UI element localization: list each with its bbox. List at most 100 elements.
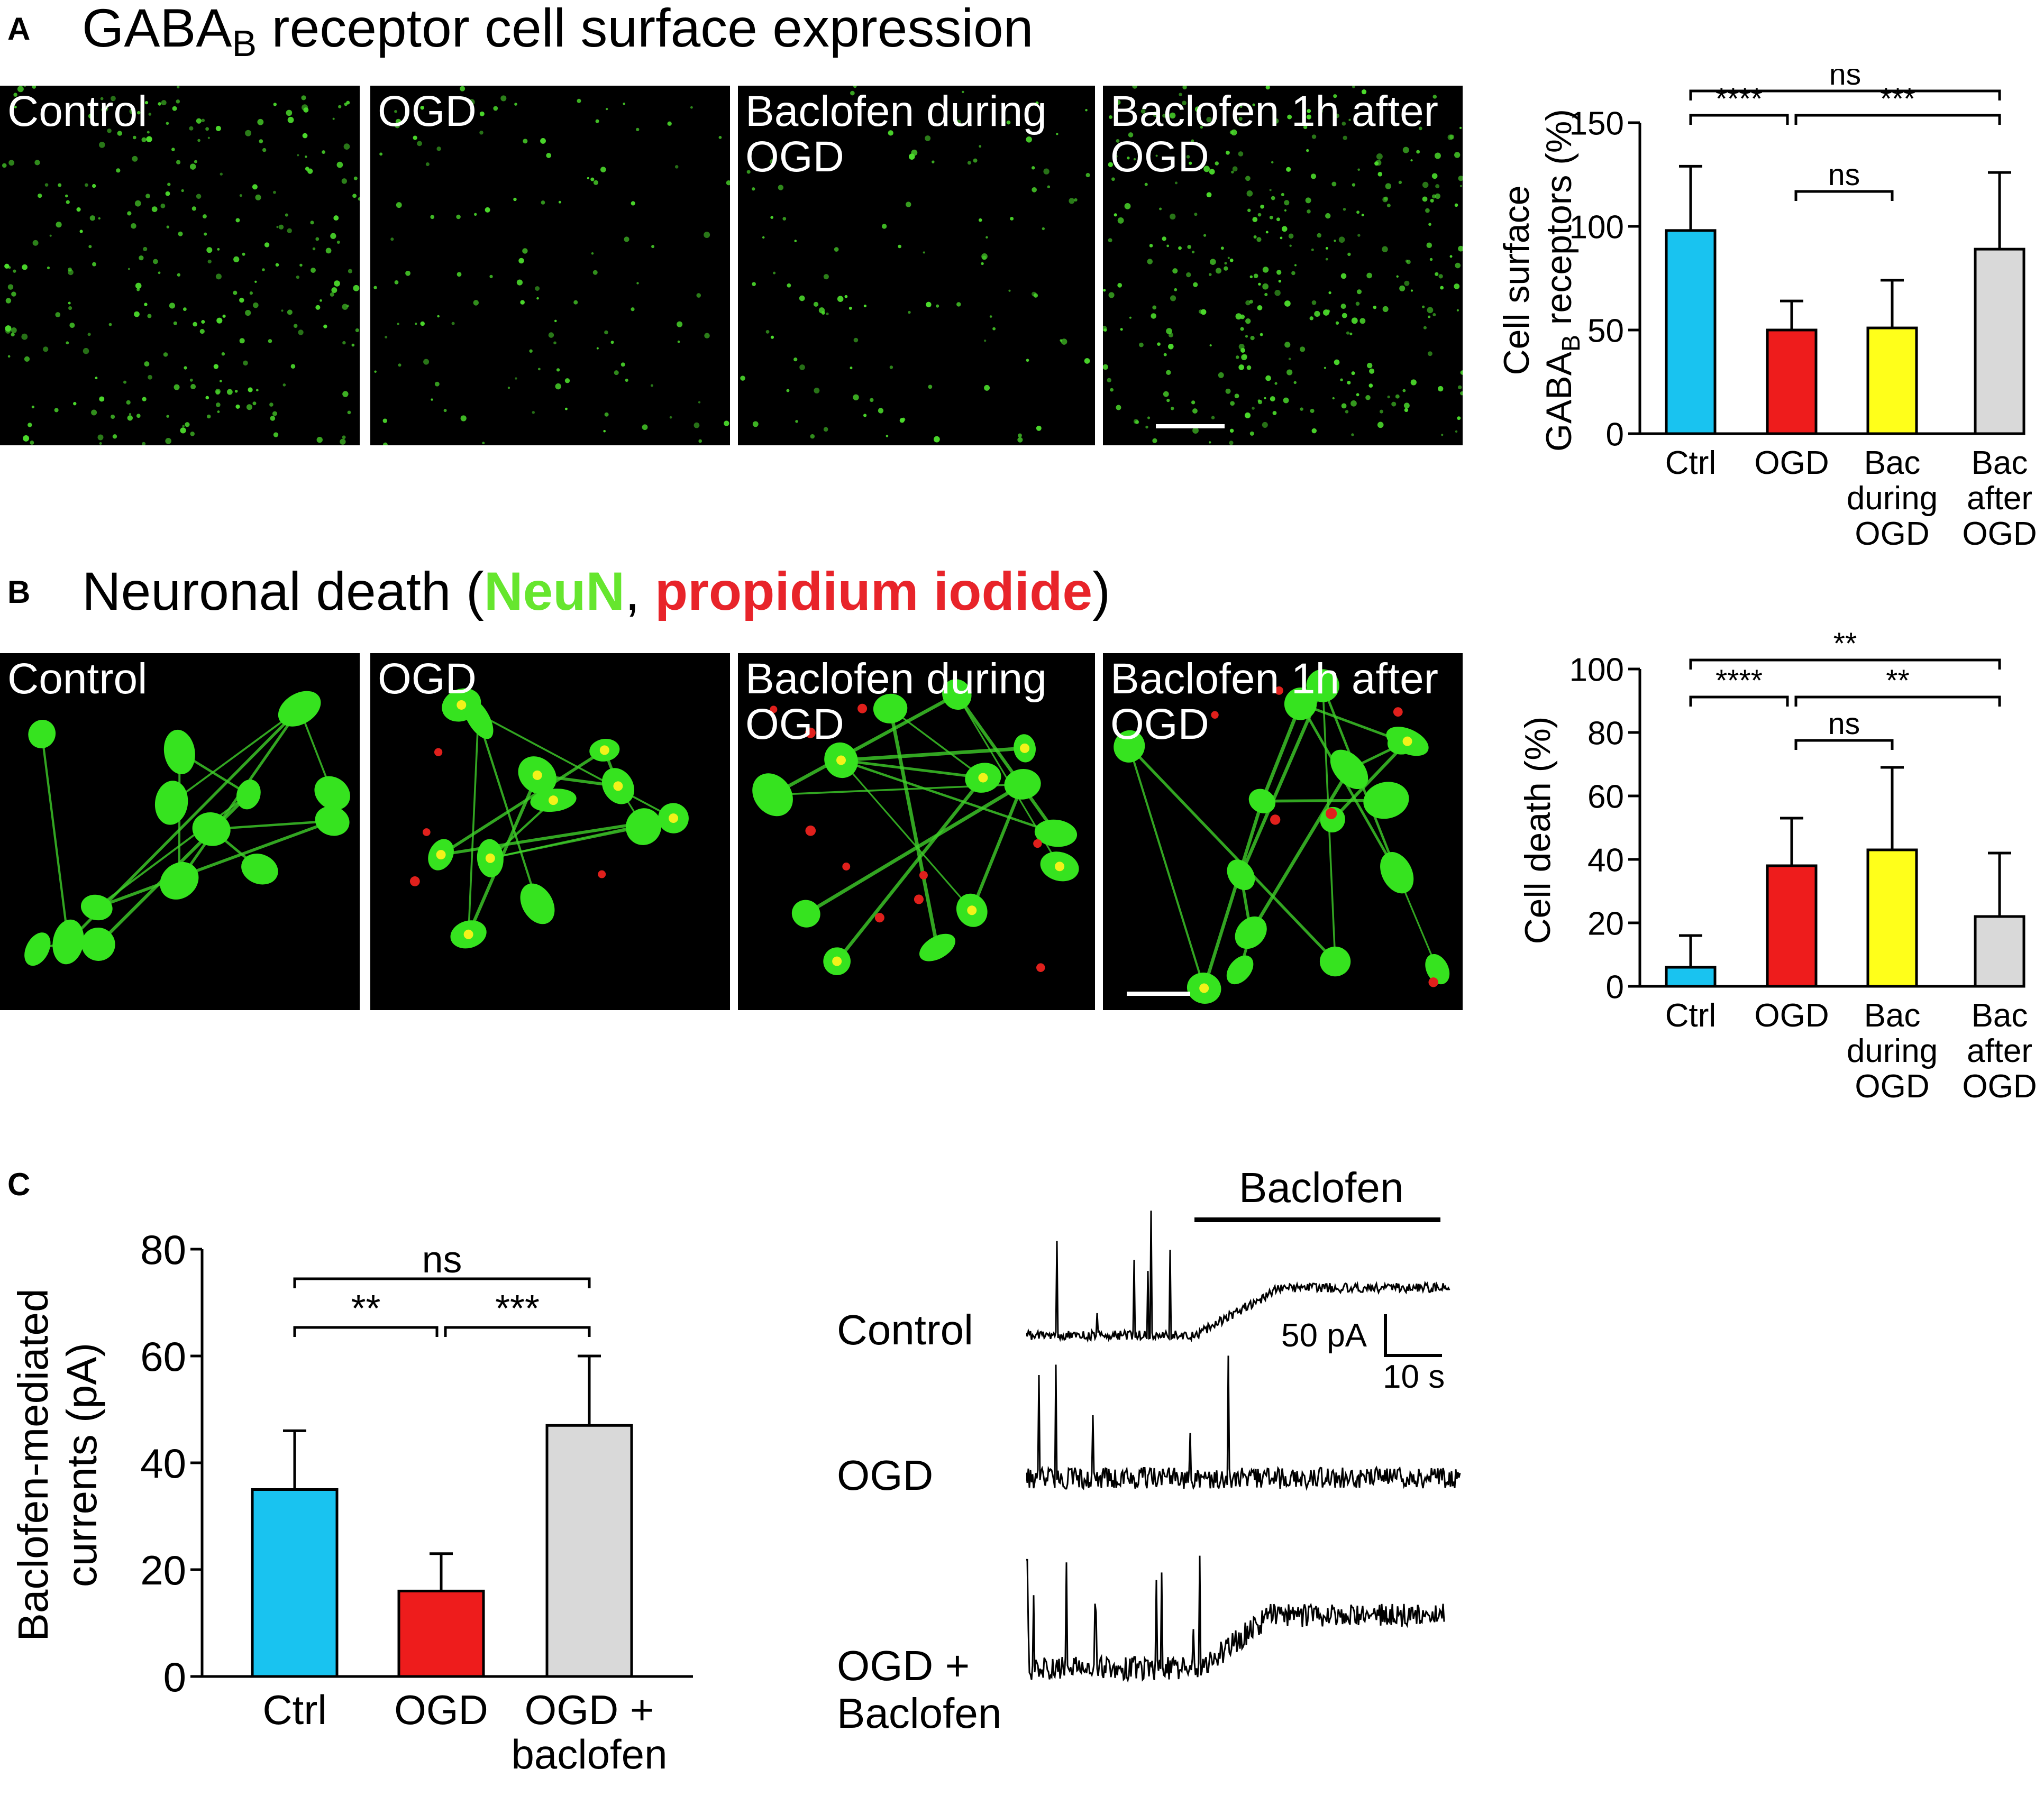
puncta-dot [1346,331,1350,335]
puncta-dot [1114,154,1118,158]
puncta-dot [92,262,96,267]
significance-label: **** [1716,82,1763,116]
x-tick-label: OGD [1754,997,1829,1034]
significance-label: *** [495,1287,540,1330]
puncta-dot [331,287,337,294]
puncta-dot [47,266,50,270]
puncta-dot [1215,268,1221,274]
puncta-dot [1192,408,1198,414]
dead-neuron-nucleus [967,905,977,915]
puncta-dot [554,319,557,323]
bar [1974,915,2025,988]
puncta-dot [1200,309,1207,315]
puncta-dot [1399,285,1406,291]
dead-neuron-nucleus [1055,862,1065,872]
puncta-dot [191,206,197,211]
puncta-dot [1200,125,1203,129]
puncta-dot [1376,153,1383,160]
puncta-dot [1229,441,1234,445]
puncta-dot [215,390,220,395]
puncta-dot [1008,289,1011,292]
puncta-dot [1365,395,1371,400]
panel-b-title-pi: propidium iodide [654,561,1093,621]
puncta-dot [1249,275,1253,279]
puncta-dot [73,402,77,406]
puncta-dot [1328,291,1331,295]
x-tick-label: OGD [1962,516,2037,552]
neurite [1202,800,1264,989]
puncta-dot [1342,122,1346,126]
puncta-dot [430,215,435,219]
puncta-dot [355,328,359,332]
puncta-dot [1191,250,1195,254]
puncta-dot [537,368,541,371]
puncta-dot [1026,136,1032,143]
puncta-dot [1310,408,1315,413]
puncta-dot [770,335,774,339]
puncta-dot [564,378,570,383]
neurite [1249,768,1351,934]
x-tick-label: Bac [1972,997,2028,1034]
puncta-dot [962,90,964,94]
puncta-dot [11,327,17,333]
puncta-dot [256,389,259,392]
puncta-dot [151,206,158,212]
puncta-dot [1253,273,1258,278]
puncta-dot [38,193,42,198]
puncta-dot [479,131,483,135]
trace-ogd-baclofen [1026,1555,1445,1683]
puncta-dot [7,355,11,358]
puncta-dot [1152,438,1157,443]
puncta-dot [133,135,136,140]
bar [397,1589,485,1678]
puncta-dot [956,302,961,307]
puncta-dot [1209,169,1215,175]
puncta-dot [34,160,40,166]
neuron-soma [1004,768,1041,800]
puncta-dot [1225,388,1231,394]
panel-b-title-prefix: Neuronal death ( [82,561,484,621]
puncta-dot [1170,407,1174,410]
puncta-dot [347,410,351,415]
puncta-dot [623,102,626,105]
puncta-dot [1250,335,1255,341]
puncta-dot [1192,427,1199,434]
puncta-dot [850,90,855,96]
puncta-dot [252,302,259,308]
puncta-dot [423,359,430,365]
y-tick-label: 100 [1570,652,1624,688]
pi-nucleus [805,825,816,836]
puncta-dot [249,291,253,295]
micrograph-label: Baclofen during OGD [745,87,1047,181]
puncta-dot [1108,162,1114,168]
neuron-soma [1284,688,1317,720]
puncta-dot [353,176,358,180]
puncta-dot [698,401,701,404]
puncta-dot [451,322,455,325]
puncta-dot [1404,280,1410,286]
puncta-dot [1260,204,1264,209]
puncta-dot [1341,403,1347,409]
puncta-dot [979,145,982,148]
puncta-dot [631,307,635,311]
puncta-dot [1387,395,1390,399]
puncta-dot [793,358,798,362]
micrograph-b-bac-after: Baclofen 1h after OGD [1103,653,1463,1010]
puncta-dot [1043,168,1050,175]
puncta-dot [207,414,211,419]
neurite [490,826,644,859]
puncta-dot [604,330,608,335]
puncta-dot [97,434,104,441]
neuron-soma [28,719,56,748]
puncta-dot [886,435,889,437]
puncta-dot [272,411,277,416]
puncta-dot [1269,215,1273,219]
puncta-dot [1347,252,1351,256]
puncta-dot [1189,161,1192,165]
neuron-soma [463,697,494,739]
puncta-dot [1423,326,1427,329]
puncta-dot [299,263,303,267]
puncta-dot [111,96,116,102]
neurite [771,693,958,796]
